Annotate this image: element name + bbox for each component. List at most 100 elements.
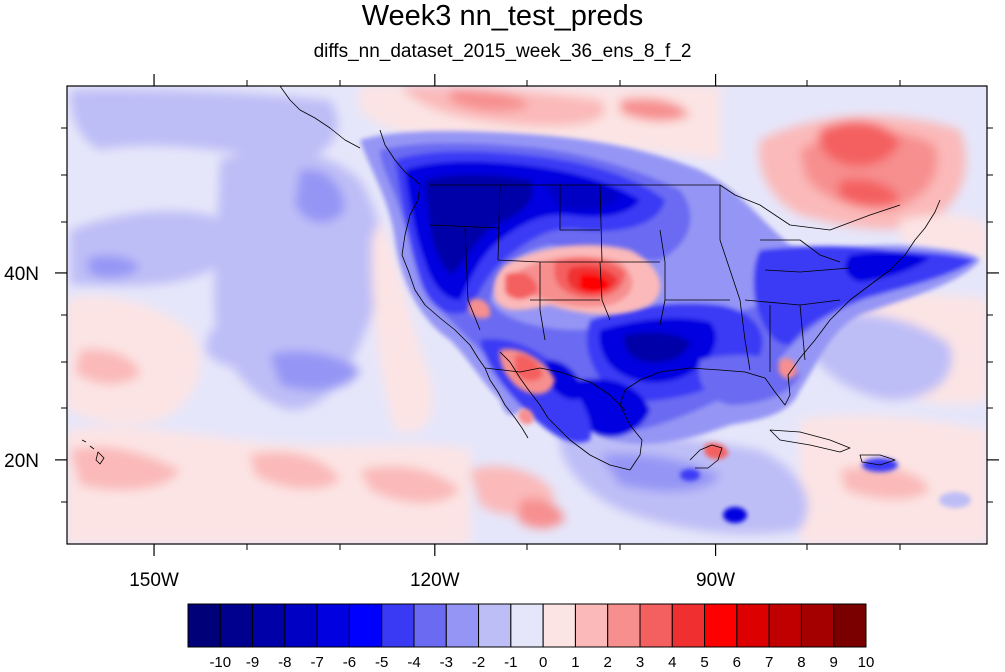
atlantic-red-south-mid	[840, 466, 930, 500]
gulf-red-small	[704, 443, 728, 460]
pacific-blue-west-dark	[88, 255, 140, 278]
pacific-blue-central-dark	[295, 169, 345, 223]
pacific-blue-north	[70, 89, 338, 160]
colorbar-swatch	[833, 603, 867, 648]
small-anomaly-patches	[680, 458, 971, 523]
colorbar-label: -8	[278, 654, 291, 671]
colorbar-swatch	[316, 603, 350, 648]
pacific-red-south-patch	[70, 446, 180, 490]
coastline-gulf	[619, 199, 941, 471]
colorbar-label: 3	[636, 654, 644, 671]
northeast-red-core-2	[838, 178, 900, 208]
northwest-blue-deepest	[425, 175, 533, 275]
cuba	[769, 429, 851, 453]
utah-red	[505, 272, 538, 300]
colorbar-swatch	[542, 603, 576, 648]
x-tick-label: 90W	[696, 570, 735, 591]
y-tick-label: 40N	[4, 264, 39, 285]
coastline-baja	[484, 367, 529, 439]
south-central-blue-deepest	[624, 332, 690, 363]
state-border-mexico	[484, 367, 626, 411]
colorbar-swatch	[768, 603, 802, 648]
colorbar-swatch	[510, 603, 544, 648]
colorbar-swatch	[187, 603, 221, 648]
colorbar-swatch	[736, 603, 770, 648]
colorbar-swatch	[445, 603, 480, 648]
north-red-dark-2	[450, 89, 530, 112]
state-border-canada	[430, 184, 901, 231]
hawaii-islands	[81, 439, 105, 465]
east-pacific-red-south-2	[518, 498, 565, 529]
coastline-pacific	[401, 184, 486, 369]
colorbar-label: -1	[504, 654, 517, 671]
hispaniola	[859, 454, 896, 466]
northeast-red-core	[818, 121, 900, 167]
colorbar-label: 8	[797, 654, 805, 671]
state-border-west	[429, 184, 730, 341]
colorbar-label: 7	[765, 654, 773, 671]
colorado-red-core	[580, 274, 610, 293]
axis-ticks: 150W 120W 90W 40N 20N	[4, 74, 999, 591]
colorbar-swatch	[704, 603, 738, 648]
colorbar-swatch	[800, 603, 835, 648]
colorbar-swatch	[381, 603, 415, 648]
pacific-blue-central-dark-2	[270, 350, 360, 391]
gulf-coast-blue	[698, 355, 800, 405]
caribbean-blue-patch-2	[723, 507, 747, 523]
plot-title: Week3 nn_test_preds	[361, 0, 644, 32]
colorbar-label: 6	[733, 654, 741, 671]
pacific-blue-patch	[939, 492, 971, 508]
pacific-red-patch-4	[75, 349, 140, 385]
coastline-mexico-pacific	[547, 417, 631, 471]
colorbar-label: 10	[858, 654, 875, 671]
colorbar-label: -7	[310, 654, 323, 671]
colorbar-swatch	[413, 603, 447, 648]
north-atlantic-light-red	[900, 214, 987, 260]
colorbar-label: 0	[539, 654, 547, 671]
atlantic-light-blue	[810, 314, 952, 400]
colorbar-swatch	[284, 603, 318, 648]
colorbar-label: -3	[440, 654, 453, 671]
caribbean-blue-patch-3	[680, 469, 700, 481]
southeast-blue-band-deep	[845, 252, 930, 282]
east-red-small	[778, 358, 797, 379]
west-coast-light-red	[371, 220, 433, 433]
pacific-red-patch-3	[360, 466, 460, 504]
map-outlines	[81, 86, 941, 471]
x-tick-label: 120W	[410, 570, 460, 591]
colorbar-label: -10	[209, 654, 231, 671]
colorbar-label: 9	[830, 654, 838, 671]
colorbar-label: -5	[375, 654, 388, 671]
colorbar-swatch	[639, 603, 673, 648]
y-tick-label: 20N	[4, 451, 39, 472]
colorbar-label: 1	[571, 654, 579, 671]
northwest-blue-deepest-2	[545, 183, 620, 210]
pacific-light-red-west	[67, 296, 200, 425]
colorbar-swatch	[252, 603, 286, 648]
colorbar-label: -9	[246, 654, 259, 671]
state-border-east	[719, 185, 851, 372]
colorbar-label: -4	[407, 654, 420, 671]
coastline-bc	[379, 129, 421, 186]
pacific-blue-arc	[205, 326, 260, 368]
plot-subtitle: diffs_nn_dataset_2015_week_36_ens_8_f_2	[313, 41, 692, 62]
colorbar-label: 2	[604, 654, 612, 671]
colorbar-swatch	[607, 603, 641, 648]
colorbar: -10 -9 -8 -7 -6 -5 -4 -3 -2 -1 0 1 2 3 4 5 6 7 8 9 10	[187, 603, 875, 671]
colorbar-swatch	[574, 603, 609, 648]
texas-blue	[575, 378, 650, 438]
pacific-red-patch-2	[250, 451, 340, 490]
arizona-red-core	[515, 354, 543, 382]
alaska-coast	[279, 86, 361, 149]
colorbar-label: 4	[668, 654, 676, 671]
coastline-yucatan	[689, 444, 723, 469]
x-tick-label: 150W	[129, 570, 179, 591]
colorbar-label: 5	[700, 654, 708, 671]
pacific-light-red-south	[67, 427, 470, 544]
minor-tick-marks	[61, 80, 993, 550]
colorbar-label: -2	[472, 654, 485, 671]
mexico-blue-deep	[545, 359, 585, 400]
anomaly-field	[67, 86, 987, 544]
colorbar-swatch	[348, 603, 383, 648]
